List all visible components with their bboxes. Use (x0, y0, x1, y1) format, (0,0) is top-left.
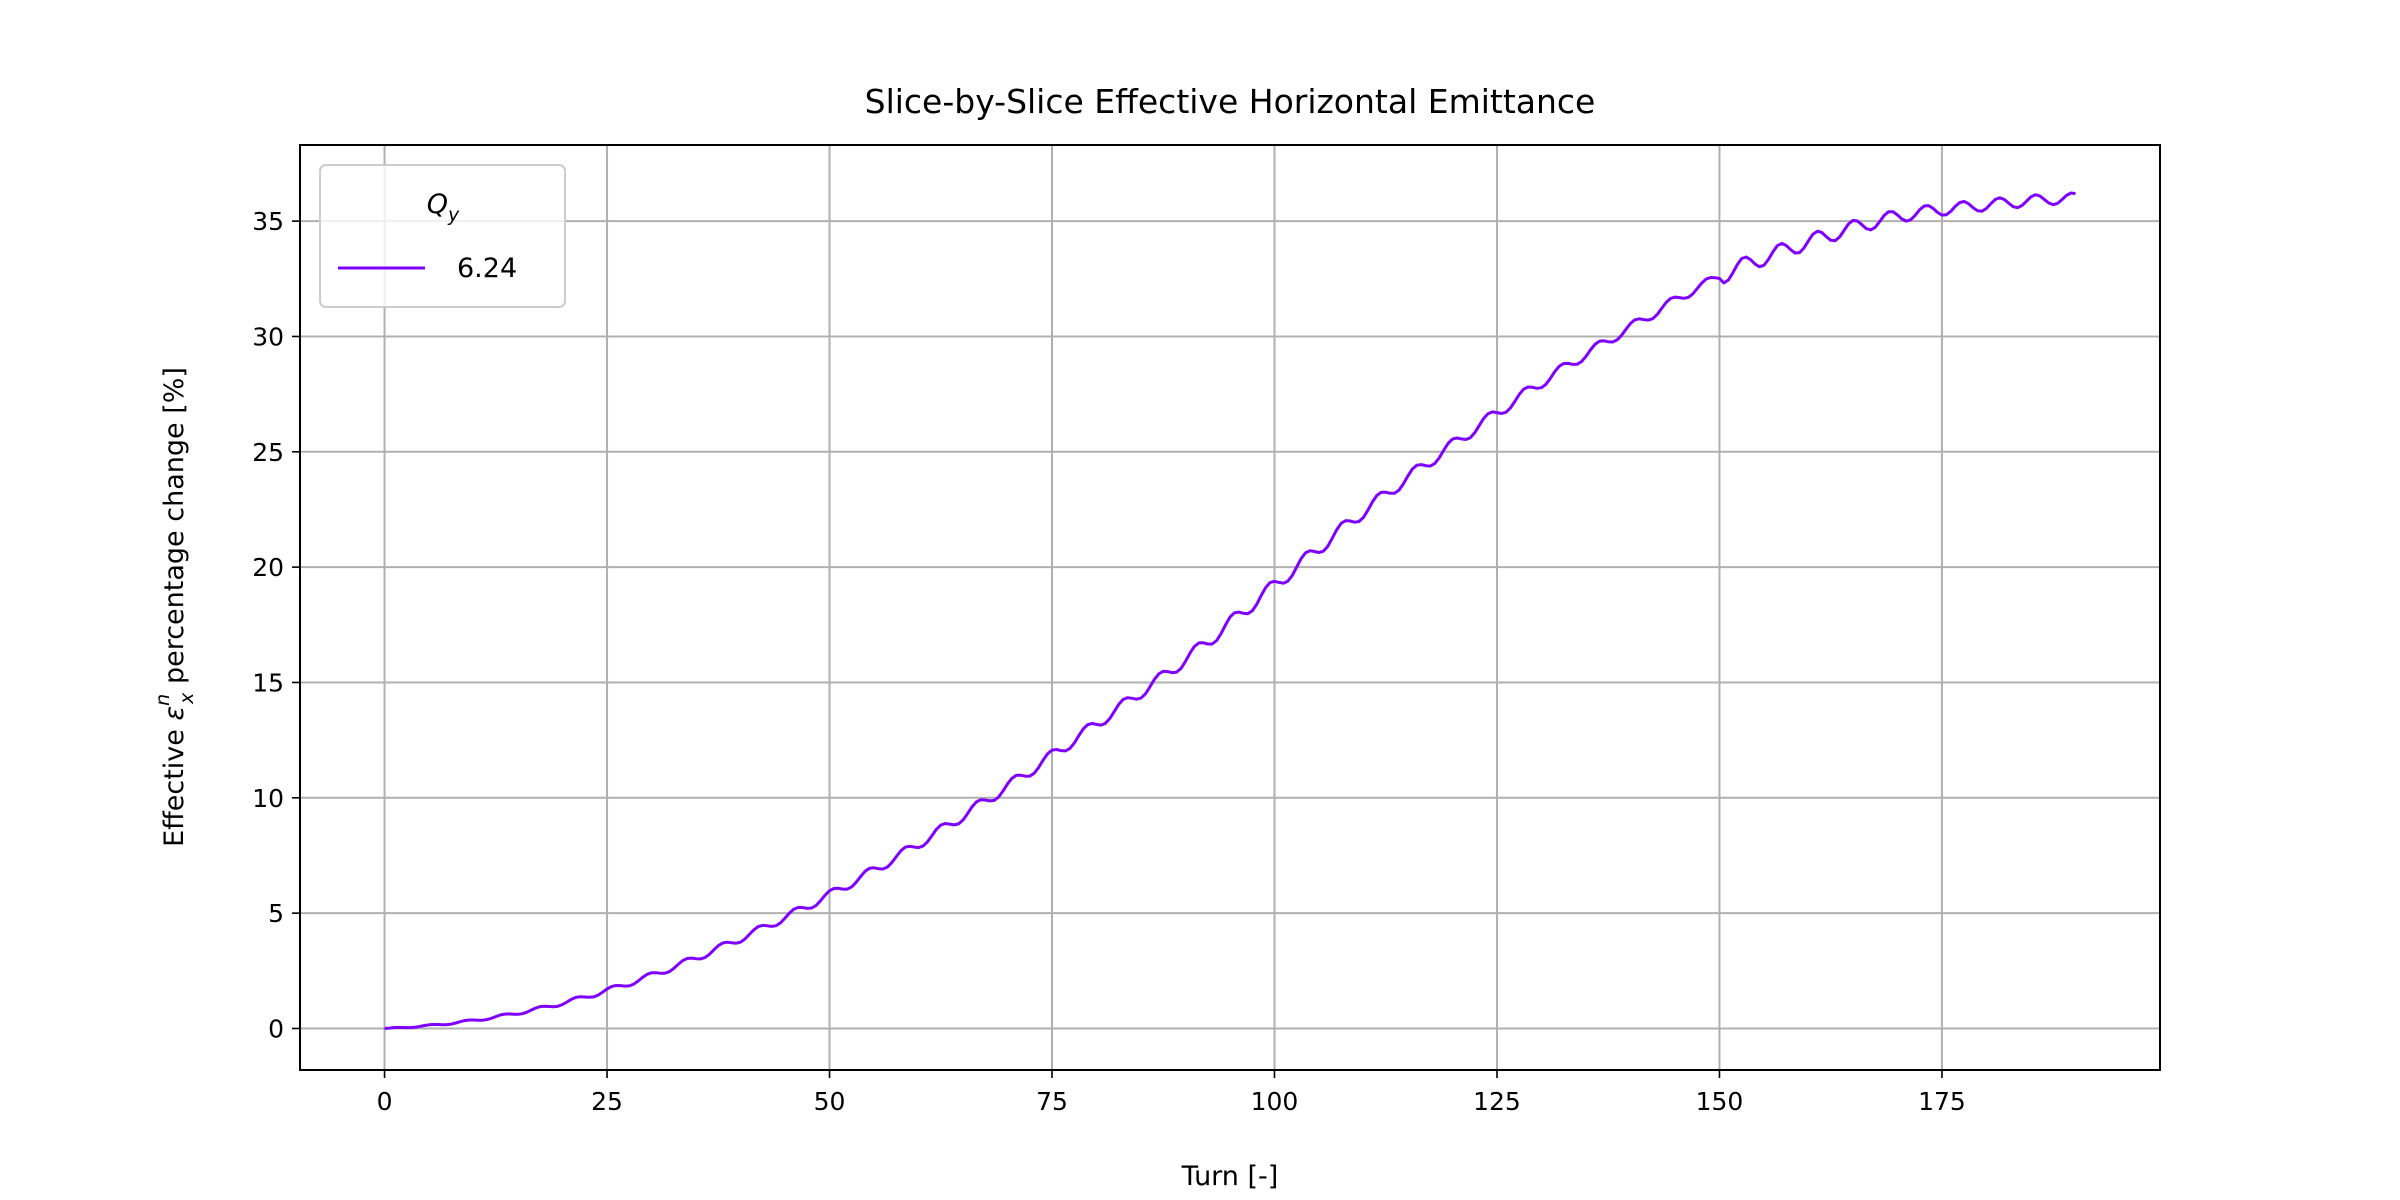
y-tick-label: 25 (252, 438, 284, 467)
x-tick-label: 50 (814, 1087, 846, 1116)
y-tick-label: 5 (268, 899, 284, 928)
y-tick-label: 20 (252, 553, 284, 582)
x-tick-label: 25 (591, 1087, 623, 1116)
x-tick-label: 75 (1036, 1087, 1068, 1116)
legend: Qy 6.24 (319, 164, 566, 308)
y-tick-label: 30 (252, 322, 284, 351)
x-axis-label: Turn [-] (1181, 1161, 1279, 1192)
series-layer (384, 191, 2076, 1030)
plot-background (300, 145, 2160, 1070)
y-tick-label: 0 (268, 1014, 284, 1043)
legend-entry-label: 6.24 (457, 253, 517, 284)
x-tick-label: 175 (1918, 1087, 1966, 1116)
legend-title-symbol: Q (427, 189, 448, 220)
y-axis-label-subscript: x (176, 692, 198, 705)
grid (300, 145, 2160, 1070)
y-axis-label-superscript: n (152, 694, 174, 706)
plot-frame (299, 144, 2161, 1071)
y-axis-label-symbol: ε (159, 706, 190, 721)
series-line-0 (384, 191, 2076, 1030)
y-axis-label-suffix: percentage change [%] (159, 367, 190, 693)
x-tick-label: 125 (1473, 1087, 1521, 1116)
x-tick-label: 150 (1696, 1087, 1744, 1116)
y-tick-label: 15 (252, 668, 284, 697)
y-axis-label: Effective εn x percentage change [%] (152, 367, 198, 847)
y-axis-label-prefix: Effective (159, 721, 190, 847)
legend-title-subscript: y (447, 204, 460, 226)
y-tick-label: 35 (252, 207, 284, 236)
chart-title: Slice-by-Slice Effective Horizontal Emit… (865, 82, 1596, 121)
ticks: 0 25 50 75 100 125 150 175 0 5 10 15 20 25 30 35 (252, 207, 1966, 1116)
x-tick-label: 0 (377, 1087, 393, 1116)
legend-box (319, 164, 566, 308)
x-tick-label: 100 (1251, 1087, 1299, 1116)
y-tick-label: 10 (252, 784, 284, 813)
legend-title: Qy (427, 189, 460, 226)
